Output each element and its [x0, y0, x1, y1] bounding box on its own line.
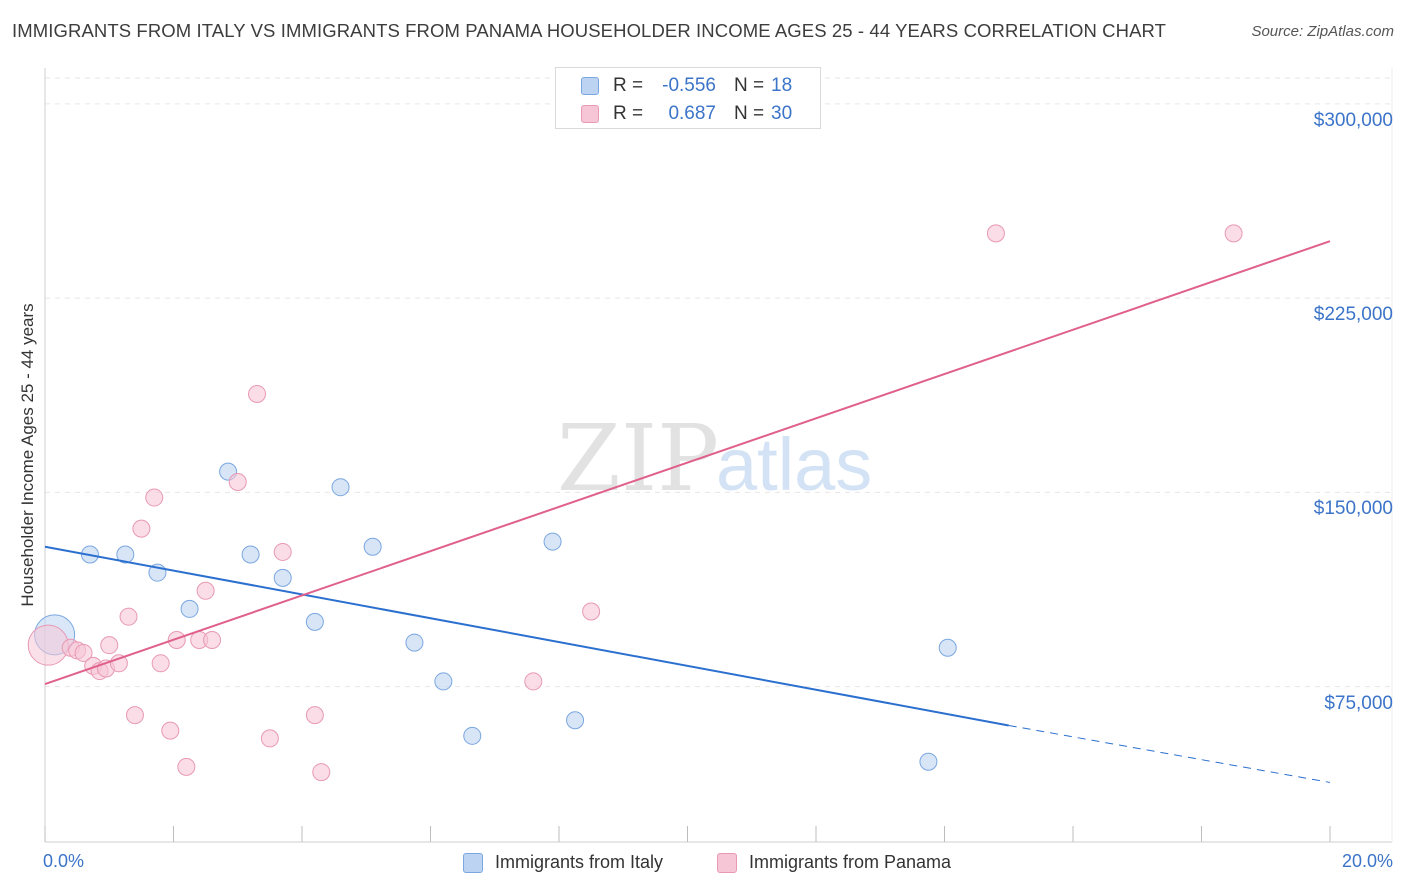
italy-trend-extension [1008, 724, 1331, 783]
panama-point[interactable] [1224, 224, 1243, 243]
panama-point[interactable] [305, 706, 324, 725]
panama-point[interactable] [74, 643, 93, 662]
stats-row-italy: R = -0.556 N = 18 [556, 72, 820, 100]
watermark-atlas: atlas [716, 423, 872, 506]
italy-r-label: R = [613, 75, 644, 96]
panama-point[interactable] [100, 636, 119, 655]
panama-point[interactable] [196, 581, 215, 600]
panama-r-value: 0.687 [668, 103, 716, 124]
x-tick-label-min: 0.0% [43, 851, 85, 871]
panama-point[interactable] [167, 630, 186, 649]
panama-r-label: R = [613, 103, 644, 124]
panama-point[interactable] [524, 672, 543, 691]
panama-point[interactable] [582, 602, 601, 621]
italy-point[interactable] [305, 612, 324, 631]
gridlines [45, 77, 1392, 688]
panama-n-label: N = [734, 103, 765, 124]
italy-point[interactable] [434, 672, 453, 691]
italy-point[interactable] [273, 568, 292, 587]
y-tick-label: $300,000 [1313, 109, 1393, 131]
legend-label-italy: Immigrants from Italy [495, 852, 664, 872]
italy-point[interactable] [919, 752, 938, 771]
panama-point[interactable] [145, 488, 164, 507]
x-tick-label-max: 20.0% [1341, 851, 1393, 871]
panama-n-value: 30 [771, 103, 793, 124]
panama-point[interactable] [248, 384, 267, 403]
italy-r-value: -0.556 [662, 75, 716, 96]
series-legend: Immigrants from Italy Immigrants from Pa… [0, 851, 1406, 879]
italy-point[interactable] [938, 638, 957, 657]
italy-point[interactable] [463, 726, 482, 745]
legend-swatch-panama [717, 853, 737, 873]
panama-swatch [581, 105, 599, 123]
y-tick-label: $225,000 [1313, 304, 1393, 326]
panama-point[interactable] [119, 607, 138, 626]
panama-point[interactable] [125, 706, 144, 725]
italy-point[interactable] [331, 478, 350, 497]
panama-point[interactable] [203, 630, 222, 649]
italy-point[interactable] [405, 633, 424, 652]
panama-point[interactable] [273, 542, 292, 561]
y-tick-label: $150,000 [1313, 498, 1393, 520]
legend-swatch-italy [463, 853, 483, 873]
stats-row-panama: R = 0.687 N = 30 [556, 100, 820, 128]
panama-point[interactable] [177, 757, 196, 776]
watermark: ZIP atlas [557, 405, 872, 512]
italy-point[interactable] [116, 545, 135, 564]
italy-trend-line [44, 545, 1009, 727]
panama-point[interactable] [151, 654, 170, 673]
panama-point[interactable] [312, 763, 331, 782]
chart-title: IMMIGRANTS FROM ITALY VS IMMIGRANTS FROM… [12, 20, 1167, 41]
trend-lines [44, 240, 1331, 783]
italy-n-value: 18 [771, 75, 793, 96]
panama-trend-line [44, 240, 1331, 685]
italy-point[interactable] [363, 537, 382, 556]
legend-label-panama: Immigrants from Panama [749, 852, 952, 872]
italy-n-label: N = [734, 75, 765, 96]
panama-point[interactable] [132, 519, 151, 538]
y-tick-label: $75,000 [1324, 692, 1393, 714]
stats-legend: R = -0.556 N = 18 R = 0.687 N = 30 [555, 67, 821, 129]
italy-point[interactable] [241, 545, 260, 564]
data-points [27, 224, 1243, 782]
panama-point[interactable] [260, 729, 279, 748]
source-credit: Source: ZipAtlas.com [1251, 23, 1394, 40]
watermark-zip: ZIP [557, 405, 719, 512]
panama-point[interactable] [161, 721, 180, 740]
italy-point[interactable] [543, 532, 562, 551]
panama-point[interactable] [228, 473, 247, 492]
italy-point[interactable] [180, 599, 199, 618]
panama-point[interactable] [986, 224, 1005, 243]
italy-swatch [581, 77, 599, 95]
axes [44, 68, 1393, 843]
italy-point[interactable] [566, 711, 585, 730]
